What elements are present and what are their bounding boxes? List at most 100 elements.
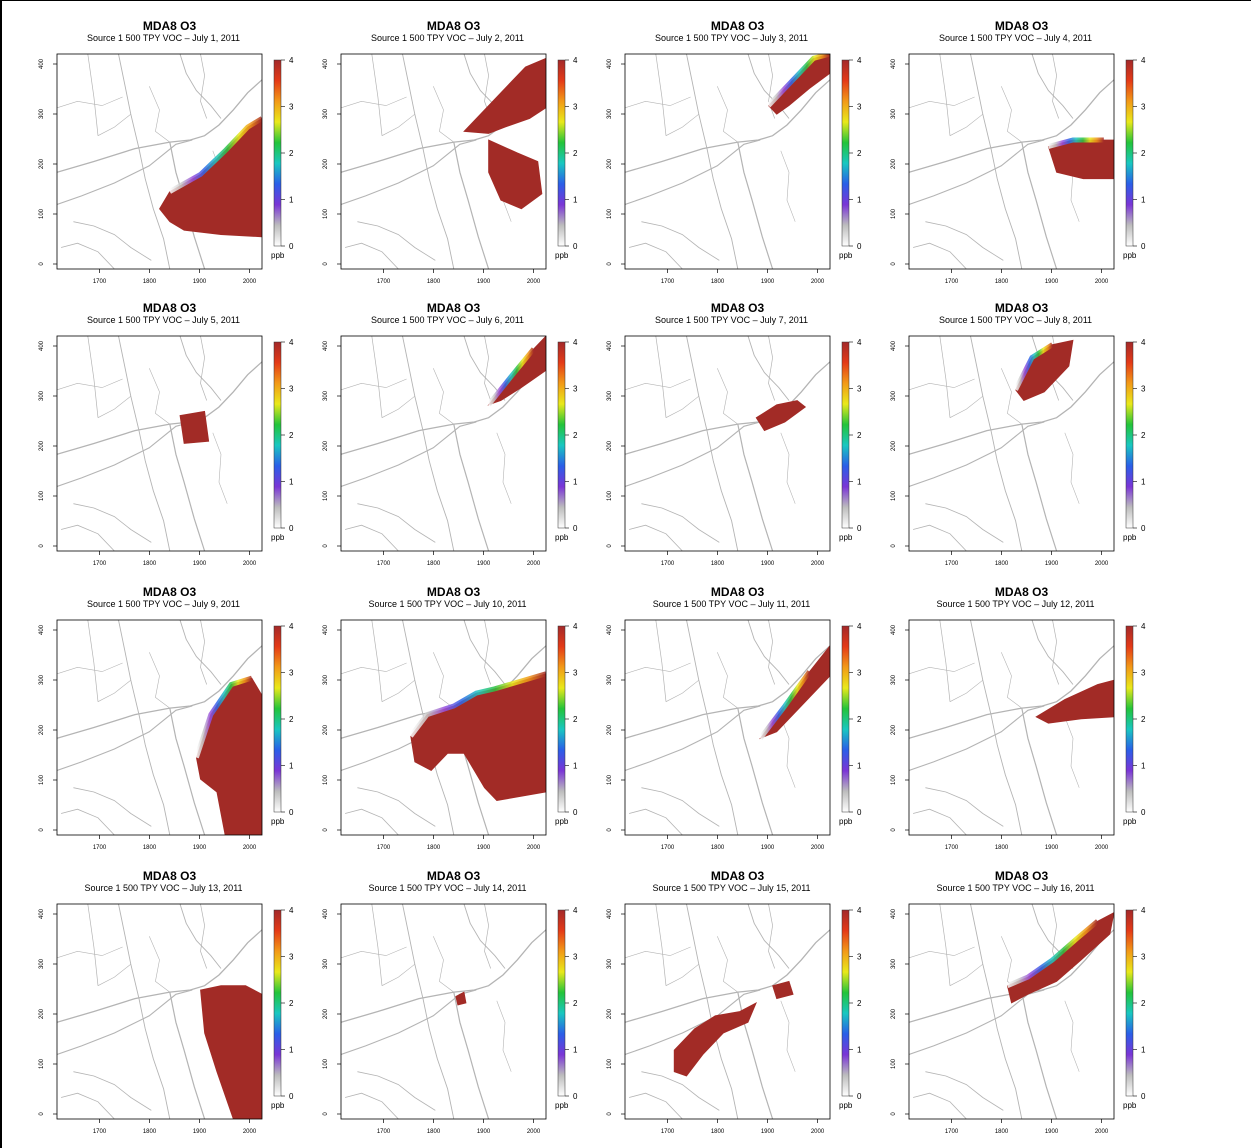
state-boundary xyxy=(1001,652,1022,709)
colorbar-tick-label: 1 xyxy=(857,1046,862,1055)
colorbar-unit: ppb xyxy=(839,251,853,260)
y-tick-label: 0 xyxy=(39,1112,45,1116)
state-boundary xyxy=(1021,141,1058,269)
y-tick-label: 400 xyxy=(891,624,897,635)
colorbar-tick-label: 4 xyxy=(1141,338,1146,347)
x-tick-label: 1700 xyxy=(377,1129,391,1135)
map-area xyxy=(57,904,262,1119)
colorbar-tick-label: 1 xyxy=(857,762,862,771)
state-boundary xyxy=(925,1071,1004,1111)
colorbar-tick-label: 4 xyxy=(857,622,862,631)
colorbar-tick-label: 1 xyxy=(289,478,294,487)
state-boundary xyxy=(706,430,739,551)
state-boundary xyxy=(453,991,490,1119)
colorbar-tick-label: 4 xyxy=(573,338,578,347)
map-area xyxy=(341,620,546,835)
y-tick-label: 300 xyxy=(607,390,613,401)
map-area xyxy=(625,904,830,1119)
state-boundary xyxy=(939,620,951,702)
state-boundary xyxy=(179,620,222,685)
colorbar-tick-label: 2 xyxy=(573,715,578,724)
state-boundary xyxy=(200,620,208,685)
state-boundary xyxy=(625,645,830,739)
y-tick-label: 400 xyxy=(607,58,613,69)
state-boundary xyxy=(341,929,546,1023)
colorbar-unit: ppb xyxy=(839,1101,853,1110)
colorbar-tick-label: 0 xyxy=(573,524,578,533)
x-tick-label: 1800 xyxy=(427,1129,441,1135)
state-boundary xyxy=(357,221,436,261)
state-boundary xyxy=(73,503,152,543)
x-tick-label: 1800 xyxy=(711,561,725,567)
x-tick-label: 1900 xyxy=(761,279,775,285)
y-tick-label: 400 xyxy=(39,624,45,635)
state-boundary xyxy=(628,1092,683,1119)
state-boundary xyxy=(381,963,415,986)
colorbar-tick-label: 4 xyxy=(573,622,578,631)
panel-frame xyxy=(624,619,831,836)
y-tick-label: 400 xyxy=(323,908,329,919)
y-tick-label: 200 xyxy=(323,158,329,169)
colorbar xyxy=(1125,909,1134,1097)
y-tick-label: 0 xyxy=(39,828,45,832)
colorbar-tick-label: 3 xyxy=(573,669,578,678)
panel-subtitle: Source 1 500 TPY VOC – July 10, 2011 xyxy=(368,599,526,609)
panel-frame xyxy=(908,53,1115,270)
state-boundary xyxy=(341,96,407,109)
y-tick-label: 300 xyxy=(607,674,613,685)
state-boundary xyxy=(949,395,983,418)
colorbar xyxy=(557,59,566,247)
state-boundary xyxy=(463,620,506,685)
state-boundary xyxy=(970,54,992,149)
panel-subtitle: Source 1 500 TPY VOC – July 6, 2011 xyxy=(371,315,524,325)
colorbar-unit: ppb xyxy=(1123,817,1137,826)
x-tick-label: 1800 xyxy=(143,561,157,567)
state-boundary xyxy=(747,904,790,969)
x-tick-label: 1800 xyxy=(711,1129,725,1135)
map-area xyxy=(341,336,546,551)
map-area xyxy=(909,904,1114,1119)
state-boundary xyxy=(453,423,490,551)
colorbar-tick-label: 4 xyxy=(857,906,862,915)
panel-title: MDA8 O3 xyxy=(711,301,765,315)
colorbar-tick-label: 1 xyxy=(573,478,578,487)
y-tick-label: 300 xyxy=(891,958,897,969)
state-boundary xyxy=(990,148,1023,269)
state-boundary xyxy=(422,998,455,1119)
colorbar xyxy=(557,341,566,529)
state-boundary xyxy=(625,139,761,206)
state-boundary xyxy=(57,989,193,1056)
x-tick-label: 2000 xyxy=(1095,845,1109,851)
map-area xyxy=(909,336,1114,551)
state-boundary xyxy=(909,378,975,391)
y-tick-label: 400 xyxy=(39,58,45,69)
ozone-fringe xyxy=(194,675,253,759)
state-boundary xyxy=(200,54,208,119)
panel-subtitle: Source 1 500 TPY VOC – July 7, 2011 xyxy=(655,315,808,325)
map-area xyxy=(341,904,546,1119)
state-boundary xyxy=(641,1071,720,1111)
colorbar-tick-label: 1 xyxy=(857,478,862,487)
ozone-plume xyxy=(200,985,262,1119)
state-boundary xyxy=(344,1092,399,1119)
y-tick-label: 200 xyxy=(39,440,45,451)
state-boundary xyxy=(169,707,206,835)
state-boundary xyxy=(60,808,115,835)
colorbar-unit: ppb xyxy=(271,817,285,826)
state-boundary xyxy=(737,141,774,269)
colorbar-unit: ppb xyxy=(271,533,285,542)
state-boundary xyxy=(655,54,667,136)
state-boundary xyxy=(949,963,983,986)
map-background xyxy=(625,620,830,835)
colorbar-tick-label: 2 xyxy=(857,431,862,440)
colorbar-tick-label: 0 xyxy=(857,808,862,817)
x-tick-label: 1900 xyxy=(761,1129,775,1135)
y-tick-label: 0 xyxy=(891,828,897,832)
colorbar xyxy=(841,341,850,529)
colorbar-tick-label: 1 xyxy=(289,1046,294,1055)
y-tick-label: 300 xyxy=(607,108,613,119)
